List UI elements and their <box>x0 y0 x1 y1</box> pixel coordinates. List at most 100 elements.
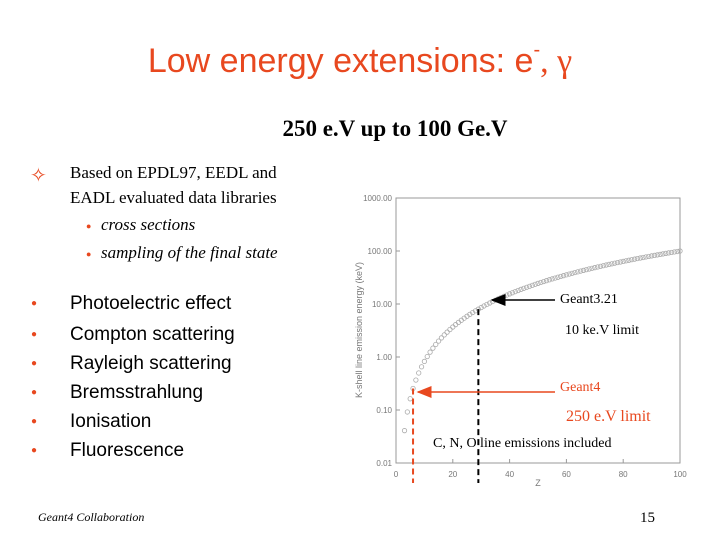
data-point <box>580 267 587 273</box>
data-point <box>509 290 516 296</box>
data-point <box>620 258 626 264</box>
y-tick-label: 1000.00 <box>363 194 392 203</box>
sub-bullet-icon: ● <box>86 221 92 231</box>
data-point <box>648 253 655 259</box>
data-point <box>614 259 621 266</box>
slide-title: Low energy extensions: e-, γ <box>147 38 573 80</box>
data-point <box>668 249 675 256</box>
process-item: Photoelectric effect <box>70 293 232 314</box>
slide-subtitle: 250 e.V up to 100 Ge.V <box>282 116 508 141</box>
x-tick-label: 80 <box>619 470 628 479</box>
data-point <box>660 251 666 257</box>
data-point <box>481 303 487 309</box>
data-point <box>441 332 447 338</box>
data-point <box>575 269 581 275</box>
data-point <box>444 329 450 335</box>
x-axis-label: Z <box>535 478 541 488</box>
data-point <box>421 358 428 364</box>
data-point <box>438 335 445 341</box>
data-point <box>413 377 419 383</box>
x-tick-label: 0 <box>394 470 399 479</box>
data-point <box>671 249 677 255</box>
data-point <box>597 263 604 269</box>
process-item: Bremsstrahlung <box>70 382 204 403</box>
data-point <box>558 273 564 280</box>
sub-bullet-icon: ● <box>86 249 92 259</box>
data-point <box>401 428 408 434</box>
limit-250ev-label: 250 e.V limit <box>566 408 651 425</box>
data-point <box>555 274 561 280</box>
data-point <box>529 282 535 288</box>
data-point <box>518 286 524 292</box>
data-point <box>631 256 638 262</box>
page-number: 15 <box>640 510 655 526</box>
data-point <box>427 349 433 355</box>
footer-credit: Geant4 Collaboration <box>38 510 145 524</box>
data-point <box>569 270 575 276</box>
process-item: Rayleigh scattering <box>70 353 232 374</box>
plot-frame <box>395 197 681 464</box>
process-item: Ionisation <box>70 411 152 432</box>
data-point <box>589 265 595 271</box>
data-point <box>526 283 533 289</box>
data-point <box>677 248 683 254</box>
geant321-label: Geant3.21 <box>560 292 618 307</box>
data-point <box>543 278 550 284</box>
x-tick-label: 60 <box>562 470 571 479</box>
data-point <box>617 259 623 265</box>
data-point <box>595 264 601 270</box>
y-tick-label: 100.00 <box>368 247 393 256</box>
process-bullet-icon: ● <box>31 358 38 369</box>
x-tick-label: 40 <box>505 470 514 479</box>
data-point <box>566 271 572 277</box>
data-point <box>552 275 558 281</box>
data-point <box>430 345 436 351</box>
data-point <box>524 284 530 290</box>
data-point <box>674 248 680 255</box>
y-tick-label: 1.00 <box>376 353 392 362</box>
y-tick-label: 0.10 <box>376 406 392 415</box>
data-point <box>433 341 439 348</box>
data-point <box>646 253 652 260</box>
x-tick-label: 100 <box>673 470 687 479</box>
data-point <box>560 273 567 279</box>
data-point <box>546 277 552 283</box>
limit-10kev-label: 10 ke.V limit <box>565 323 640 338</box>
data-point <box>666 250 672 256</box>
data-point <box>538 279 544 286</box>
data-point <box>541 278 547 285</box>
data-point <box>603 262 609 268</box>
process-bullet-icon: ● <box>31 329 38 340</box>
data-point <box>606 261 612 268</box>
data-point <box>637 255 643 261</box>
data-point <box>623 258 629 264</box>
data-point <box>563 272 569 278</box>
data-point <box>654 252 660 258</box>
based-on-line2: EADL evaluated data libraries <box>70 188 277 207</box>
data-point <box>507 291 513 297</box>
data-point <box>521 285 527 291</box>
data-point <box>532 281 538 287</box>
process-bullet-icon: ● <box>31 298 38 309</box>
data-point <box>592 265 598 271</box>
x-tick-label: 20 <box>448 470 457 479</box>
data-point <box>404 409 410 415</box>
data-point <box>572 269 578 276</box>
process-bullet-icon: ● <box>31 416 38 427</box>
data-point <box>535 280 541 286</box>
data-point <box>586 266 592 272</box>
data-point <box>657 251 663 257</box>
process-item: Compton scattering <box>70 324 235 345</box>
process-item: Fluorescence <box>70 440 185 461</box>
diamond-bullet-icon: ✧ <box>30 165 47 187</box>
data-point <box>549 276 555 282</box>
geant4-label: Geant4 <box>560 380 601 395</box>
data-point <box>583 267 589 273</box>
data-point <box>416 370 422 376</box>
process-bullet-icon: ● <box>31 445 38 456</box>
data-point <box>609 261 615 267</box>
y-tick-label: 0.01 <box>376 459 392 468</box>
y-axis-label: K-shell line emission energy (keV) <box>354 262 364 398</box>
data-point <box>436 338 442 344</box>
data-point <box>515 287 521 294</box>
